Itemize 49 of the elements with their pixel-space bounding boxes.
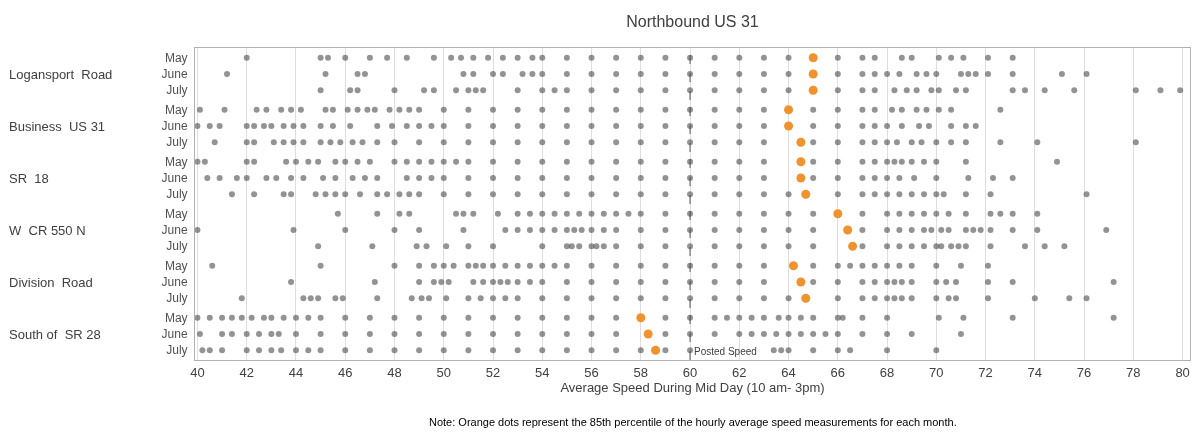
x-tick-label: 46 [338, 364, 353, 380]
y-tick-label: July [166, 135, 188, 150]
y-axis-title: Division Road [9, 275, 93, 290]
x-tick-label: 74 [1027, 364, 1043, 380]
y-tick-label: July [166, 343, 188, 358]
ref-line-label: Posted Speed [694, 346, 757, 357]
x-tick-label: 60 [682, 364, 698, 380]
y-tick-label: May [164, 102, 188, 117]
x-tick-label: 62 [732, 364, 747, 380]
y-tick-label: May [164, 310, 188, 325]
chart-title: Northbound US 31 [626, 13, 759, 31]
y-tick-label: May [164, 206, 188, 221]
x-tick-label: 64 [781, 364, 796, 380]
y-tick-label: June [161, 327, 188, 342]
x-tick-label: 66 [830, 364, 846, 380]
y-tick-label: May [164, 258, 188, 273]
x-tick-label: 40 [190, 364, 205, 380]
x-tick-label: 52 [485, 364, 501, 380]
y-tick-label: June [161, 67, 188, 82]
y-axis-title: Business US 31 [9, 119, 106, 134]
y-tick-label: July [166, 83, 188, 98]
x-tick-label: 48 [387, 364, 402, 380]
y-axis-title: Logansport Road [9, 67, 113, 82]
x-tick-label: 76 [1076, 364, 1092, 380]
y-axis-title: W CR 550 N [9, 223, 86, 238]
y-tick-label: May [164, 154, 188, 169]
x-tick-label: 70 [929, 364, 944, 380]
x-tick-label: 68 [879, 364, 895, 380]
y-tick-label: July [166, 239, 188, 254]
y-tick-label: June [161, 171, 188, 186]
y-tick-label: May [164, 50, 188, 65]
x-tick-label: 80 [1175, 364, 1190, 380]
y-tick-label: June [161, 223, 188, 238]
y-tick-label: June [161, 119, 188, 134]
x-tick-label: 54 [535, 364, 550, 380]
x-tick-label: 58 [633, 364, 649, 380]
text: Note: Orange dots represent the 85th percentile of the hourly average speed measurements for each month. [429, 416, 957, 428]
x-axis-title: Average Speed During Mid Day (10 am- 3pm) [560, 380, 825, 396]
y-tick-label: July [166, 291, 188, 306]
x-tick-label: 50 [436, 364, 451, 380]
x-tick-label: 44 [288, 364, 304, 380]
y-axis-title: South of SR 28 [9, 327, 101, 342]
x-tick-label: 42 [239, 364, 254, 380]
x-tick-label: 56 [584, 364, 599, 380]
x-tick-label: 78 [1126, 364, 1141, 380]
y-tick-label: June [161, 275, 188, 290]
y-tick-label: July [166, 187, 188, 202]
y-axis-title: SR 18 [9, 171, 49, 186]
x-tick-label: 72 [978, 364, 993, 380]
